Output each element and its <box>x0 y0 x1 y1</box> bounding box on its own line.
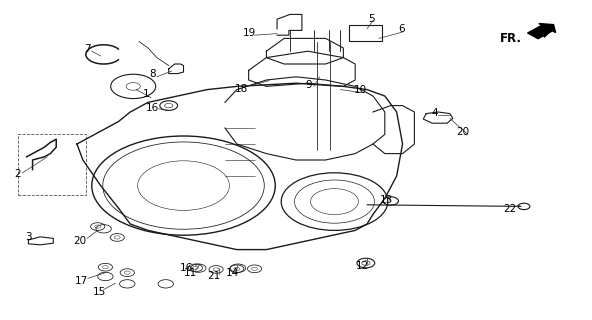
Text: 11: 11 <box>184 268 197 278</box>
Text: 4: 4 <box>432 108 439 118</box>
Text: 12: 12 <box>356 261 369 271</box>
Text: 14: 14 <box>226 268 239 278</box>
Text: 1: 1 <box>143 89 150 100</box>
Text: 20: 20 <box>456 127 469 137</box>
FancyArrow shape <box>527 23 556 39</box>
Text: FR.: FR. <box>500 32 522 45</box>
FancyBboxPatch shape <box>349 25 382 41</box>
Text: 16: 16 <box>146 103 159 113</box>
Text: 8: 8 <box>149 69 156 79</box>
Text: 19: 19 <box>243 28 256 38</box>
Text: 15: 15 <box>93 287 106 297</box>
Text: 10: 10 <box>353 85 366 95</box>
Text: 20: 20 <box>73 236 86 246</box>
Text: 16: 16 <box>180 263 193 273</box>
Text: 5: 5 <box>368 14 375 24</box>
Bar <box>18 134 86 195</box>
Text: 22: 22 <box>504 204 517 214</box>
Text: 9: 9 <box>305 80 313 90</box>
Text: 6: 6 <box>398 24 405 35</box>
Text: 2: 2 <box>14 169 21 180</box>
Text: 21: 21 <box>208 271 221 281</box>
Text: 17: 17 <box>75 276 88 286</box>
Text: 7: 7 <box>84 44 91 54</box>
Text: 18: 18 <box>235 84 248 94</box>
Text: 3: 3 <box>25 232 32 242</box>
Text: 13: 13 <box>379 195 392 205</box>
